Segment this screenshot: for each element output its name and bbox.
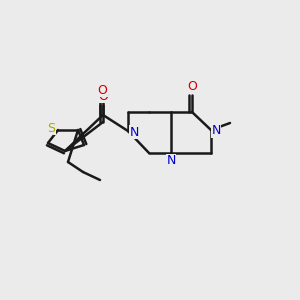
Text: O: O bbox=[187, 80, 197, 92]
Text: N: N bbox=[129, 125, 139, 139]
Text: N: N bbox=[166, 154, 176, 167]
Text: O: O bbox=[98, 89, 108, 103]
Text: S: S bbox=[47, 122, 55, 134]
Text: O: O bbox=[97, 83, 107, 97]
Text: N: N bbox=[211, 124, 221, 137]
